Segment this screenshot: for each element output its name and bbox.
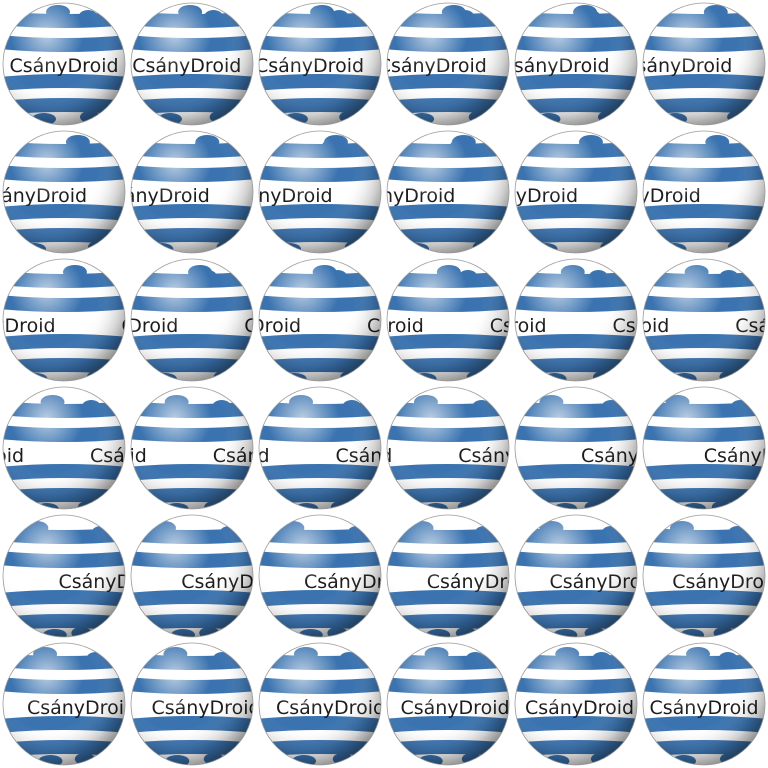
sphere-frame: CsányDroidCsányDroidCsányDroid xyxy=(130,2,254,126)
sphere-frame: CsányDroidCsányDroidCsányDroid xyxy=(642,386,766,510)
sphere-frame: CsányDroidCsányDroidCsányDroid xyxy=(2,514,126,638)
sphere-frame: CsányDroidCsányDroidCsányDroid xyxy=(2,2,126,126)
sphere-frame: CsányDroidCsányDroidCsányDroid xyxy=(514,386,638,510)
sphere-frame: CsányDroidCsányDroidCsányDroid xyxy=(258,386,382,510)
sphere-frame: CsányDroidCsányDroidCsányDroid xyxy=(642,642,766,766)
sphere-frame: CsányDroidCsányDroidCsányDroid xyxy=(130,130,254,254)
sphere-frame: CsányDroidCsányDroidCsányDroid xyxy=(2,258,126,382)
sphere-frame: CsányDroidCsányDroidCsányDroid xyxy=(258,258,382,382)
sphere-frame: CsányDroidCsányDroidCsányDroid xyxy=(386,514,510,638)
sphere-frame: CsányDroidCsányDroidCsányDroid xyxy=(130,514,254,638)
sphere-frame: CsányDroidCsányDroidCsányDroid xyxy=(386,130,510,254)
sphere-frame: CsányDroidCsányDroidCsányDroid xyxy=(642,514,766,638)
sphere-frame: CsányDroidCsányDroidCsányDroid xyxy=(130,258,254,382)
sphere-frame: CsányDroidCsányDroidCsányDroid xyxy=(2,130,126,254)
sphere-frame: CsányDroidCsányDroidCsányDroid xyxy=(514,514,638,638)
sphere-frame: CsányDroidCsányDroidCsányDroid xyxy=(386,258,510,382)
sphere-frame: CsányDroidCsányDroidCsányDroid xyxy=(386,386,510,510)
sphere-frame: CsányDroidCsányDroidCsányDroid xyxy=(258,642,382,766)
sphere-frame: CsányDroidCsányDroidCsányDroid xyxy=(386,642,510,766)
sphere-frame: CsányDroidCsányDroidCsányDroid xyxy=(130,642,254,766)
sphere-frame: CsányDroidCsányDroidCsányDroid xyxy=(258,514,382,638)
sphere-frame: CsányDroidCsányDroidCsányDroid xyxy=(514,642,638,766)
sphere-frame: CsányDroidCsányDroidCsányDroid xyxy=(258,130,382,254)
sphere-frame: CsányDroidCsányDroidCsányDroid xyxy=(514,130,638,254)
sphere-frame: CsányDroidCsányDroidCsányDroid xyxy=(642,258,766,382)
sphere-frame: CsányDroidCsányDroidCsányDroid xyxy=(514,2,638,126)
sphere-frame: CsányDroidCsányDroidCsányDroid xyxy=(386,2,510,126)
sphere-frame: CsányDroidCsányDroidCsányDroid xyxy=(258,2,382,126)
sphere-frame: CsányDroidCsányDroidCsányDroid xyxy=(514,258,638,382)
sphere-frame: CsányDroidCsányDroidCsányDroid xyxy=(2,642,126,766)
